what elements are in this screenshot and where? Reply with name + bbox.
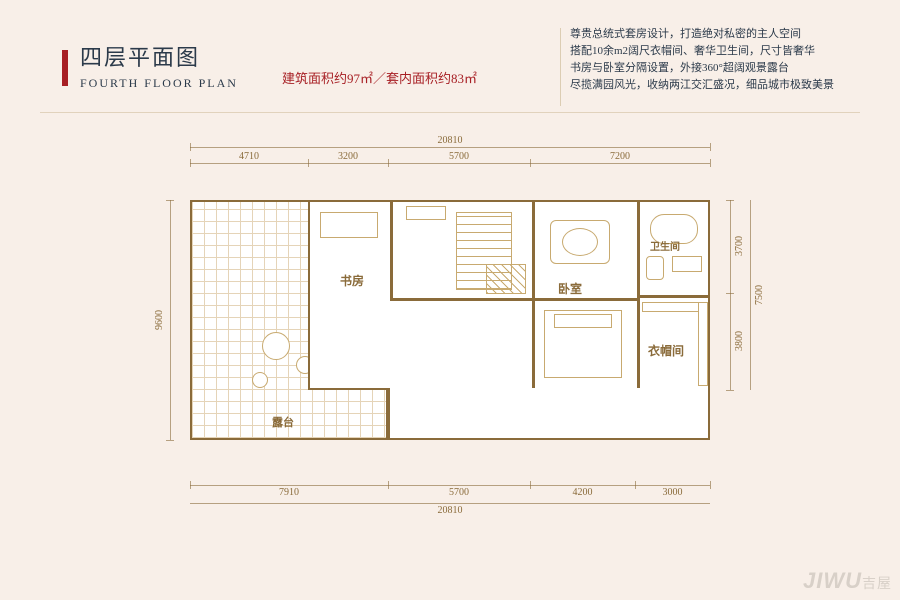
building-main: 书房 卧室 卫生间 衣帽间 bbox=[308, 200, 710, 390]
watermark-cn: 吉屋 bbox=[862, 575, 892, 591]
floor-plan: 20810 4710 3200 5700 7200 9600 3700 3800… bbox=[130, 145, 770, 555]
subtitle: 建筑面积约97㎡／套内面积约83㎡ bbox=[282, 68, 477, 87]
desc-line: 尊贵总统式套房设计，打造绝对私密的主人空间 bbox=[570, 26, 834, 43]
dim-bot-seg: 3000 bbox=[635, 487, 710, 498]
desc-line: 尽揽满园风光，收纳两江交汇盛况，细品城市极致美景 bbox=[570, 77, 834, 94]
hatch-icon bbox=[486, 264, 526, 294]
desc-block: 尊贵总统式套房设计，打造绝对私密的主人空间 搭配10余m2阔尺衣帽间、奢华卫生间… bbox=[570, 26, 834, 94]
desc-line: 书房与卧室分隔设置，外接360°超阔观景露台 bbox=[570, 60, 834, 77]
dim-top-seg: 3200 bbox=[308, 151, 388, 162]
bedroom-rug bbox=[562, 228, 598, 256]
room-label-terrace: 露台 bbox=[272, 414, 294, 430]
header-rule bbox=[40, 112, 860, 113]
watermark-brand: JIWU bbox=[803, 568, 862, 593]
dim-right-seg: 3800 bbox=[734, 293, 745, 390]
desc-divider bbox=[560, 28, 561, 106]
study-desk bbox=[320, 212, 378, 238]
room-label-study: 书房 bbox=[340, 272, 364, 289]
dim-right-overall: 7500 bbox=[754, 200, 765, 390]
dim-left: 9600 bbox=[154, 200, 165, 440]
header: 四层平面图 FOURTH FLOOR PLAN 建筑面积约97㎡／套内面积约83… bbox=[62, 40, 838, 91]
bed-pillow bbox=[554, 314, 612, 328]
dim-bot-seg: 5700 bbox=[388, 487, 530, 498]
terrace-furniture bbox=[262, 332, 290, 360]
accent-bar bbox=[62, 50, 68, 86]
sink-icon bbox=[672, 256, 702, 272]
closet-shelf bbox=[642, 302, 706, 312]
terrace-furniture bbox=[252, 372, 268, 388]
toilet-icon bbox=[646, 256, 664, 280]
closet-shelf bbox=[698, 302, 708, 386]
room-label-closet: 衣帽间 bbox=[648, 342, 684, 359]
room-label-bedroom: 卧室 bbox=[558, 280, 582, 297]
watermark: JIWU吉屋 bbox=[803, 568, 892, 594]
dim-top-overall: 20810 bbox=[190, 135, 710, 146]
desc-line: 搭配10余m2阔尺衣帽间、奢华卫生间，尺寸皆奢华 bbox=[570, 43, 834, 60]
dim-bot-seg: 4200 bbox=[530, 487, 635, 498]
dim-top-seg: 4710 bbox=[190, 151, 308, 162]
dim-top-seg: 5700 bbox=[388, 151, 530, 162]
dim-right-seg: 3700 bbox=[734, 200, 745, 293]
dim-bot-seg: 7910 bbox=[190, 487, 388, 498]
building-lower bbox=[388, 388, 710, 440]
room-label-bath: 卫生间 bbox=[650, 238, 680, 253]
dim-top-seg: 7200 bbox=[530, 151, 710, 162]
dim-bot-overall: 20810 bbox=[190, 505, 710, 516]
study-cabinet bbox=[406, 206, 446, 220]
